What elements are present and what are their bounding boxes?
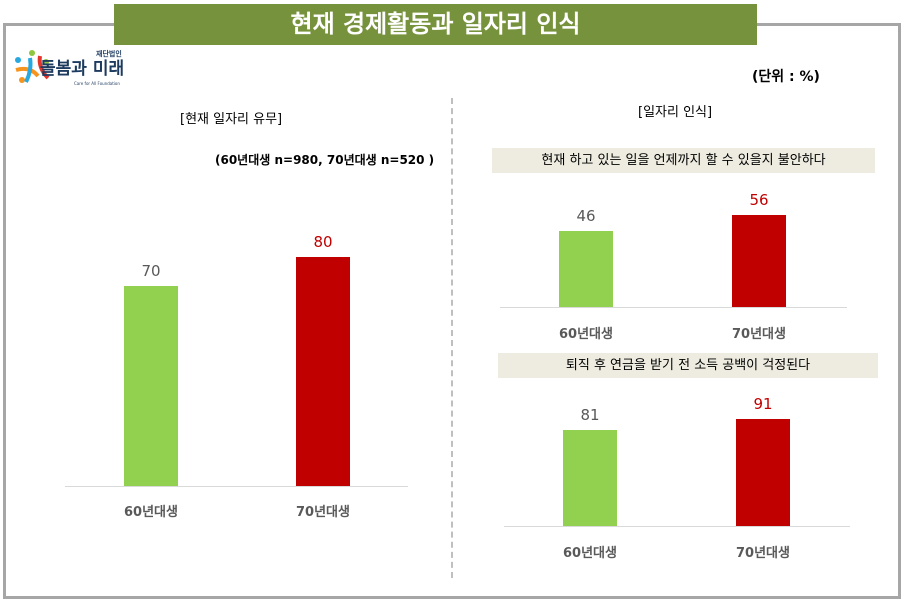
chart3-value-label-1: 81 — [580, 406, 600, 425]
chart1-bar-2 — [296, 257, 350, 486]
chart2-category-label-2: 70년대생 — [732, 327, 786, 342]
chart1-category-label-1: 60년대생 — [124, 505, 178, 520]
chart2-axis — [500, 307, 847, 308]
unit-label: (단위 : %) — [752, 69, 820, 85]
right-section-title: [일자리 인식] — [638, 105, 713, 120]
chart3-header: 퇴직 후 연금을 받기 전 소득 공백이 걱정된다 — [498, 353, 878, 378]
chart3-bar-2 — [736, 418, 790, 526]
chart2-value-label-1: 46 — [576, 207, 596, 226]
logo-subtitle: Care for All Foundation — [74, 81, 120, 86]
chart1-value-label-2: 80 — [313, 233, 333, 252]
logo-name: 돌봄과 미래 — [40, 59, 125, 79]
chart3-bar-1 — [563, 430, 617, 526]
chart2-bar-1 — [559, 231, 613, 307]
chart1-axis — [65, 486, 408, 487]
section-divider — [451, 98, 453, 578]
foundation-logo: 재단법인 돌봄과 미래 Care for All Foundation — [12, 48, 137, 90]
chart1-category-label-2: 70년대생 — [296, 505, 350, 520]
left-chart-title: [현재 일자리 유무] — [180, 112, 283, 127]
logo-icon — [15, 50, 50, 83]
logo-org-type: 재단법인 — [96, 50, 122, 58]
chart2-category-label-1: 60년대생 — [559, 327, 613, 342]
chart3-value-label-2: 91 — [753, 394, 773, 413]
chart1-value-label-1: 70 — [141, 261, 161, 280]
chart3-category-label-1: 60년대생 — [563, 546, 617, 561]
chart3-axis — [504, 526, 850, 527]
chart3-category-label-2: 70년대생 — [736, 546, 790, 561]
sample-size-note: (60년대생 n=980, 70년대생 n=520 ) — [215, 153, 435, 167]
chart2-bar-2 — [732, 214, 786, 307]
chart2-header: 현재 하고 있는 일을 언제까지 할 수 있을지 불안하다 — [492, 148, 875, 173]
chart1-bar-1 — [124, 285, 178, 486]
chart2-value-label-2: 56 — [749, 190, 769, 209]
page-title: 현재 경제활동과 일자리 인식 — [114, 4, 757, 45]
